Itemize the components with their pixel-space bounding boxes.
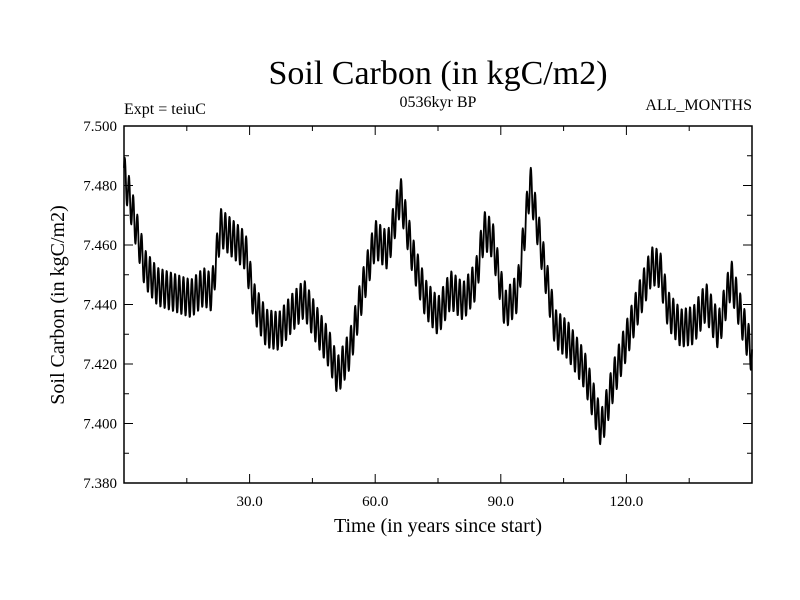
x-axis-label: Time (in years since start) [334,515,542,537]
y-tick-label: 7.500 [83,119,117,135]
experiment-label: Expt = teiuC [124,101,206,118]
plot-frame [123,125,753,484]
y-tick-label: 7.480 [83,179,117,195]
series-line [123,156,753,446]
y-tick-label: 7.380 [83,476,117,492]
x-tick-label: 90.0 [488,494,514,510]
y-tick-label: 7.420 [83,357,117,373]
y-tick-label: 7.440 [83,298,117,314]
y-axis-label: Soil Carbon (in kgC/m2) [47,205,69,404]
y-tick-label: 7.460 [83,238,117,254]
months-label: ALL_MONTHS [645,97,752,114]
period-label: 0536kyr BP [400,94,477,111]
x-tick-label: 120.0 [610,494,644,510]
y-axis-ticks: 7.380 7.400 7.420 7.440 7.460 7.480 7.500 [83,119,752,492]
x-tick-label: 60.0 [362,494,388,510]
series-layer [123,156,753,446]
x-tick-label: 30.0 [236,494,262,510]
x-axis-ticks: 30.0 60.0 90.0 120.0 [186,126,690,510]
y-tick-label: 7.400 [83,417,117,433]
chart-title: Soil Carbon (in kgC/m2) [268,55,607,92]
